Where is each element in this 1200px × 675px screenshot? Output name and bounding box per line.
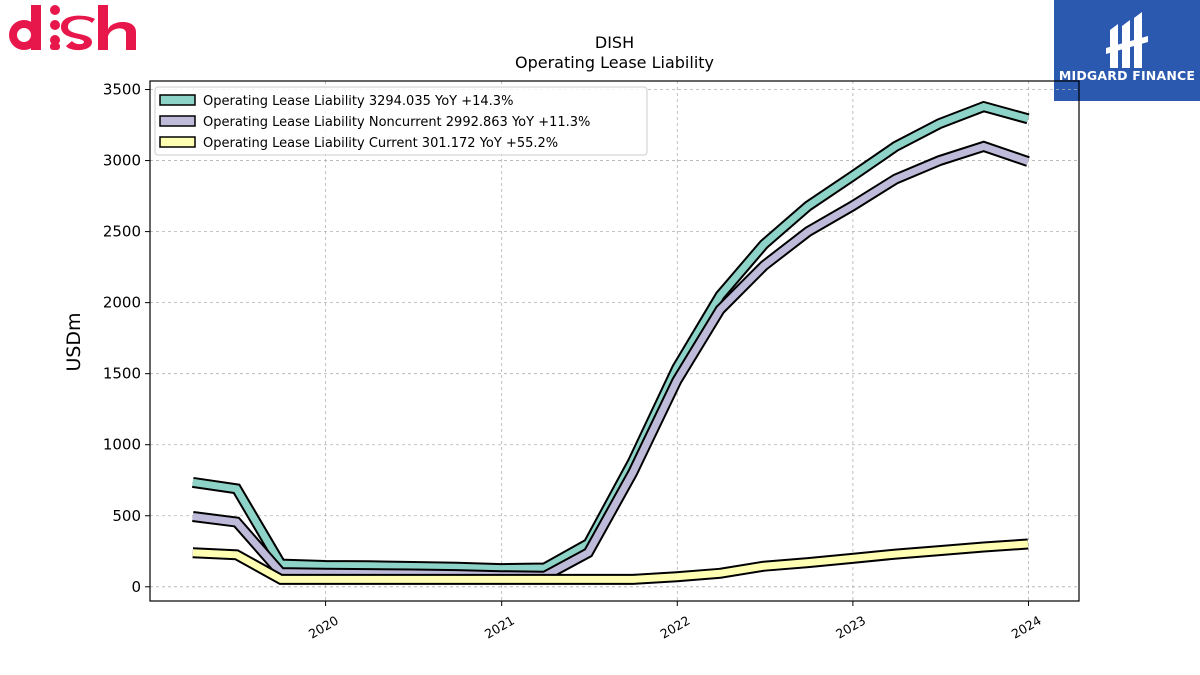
x-tick-label: 2022 [658,613,693,642]
y-tick-label: 3000 [103,152,141,170]
y-tick-label: 2500 [103,223,141,241]
x-tick-label: 2021 [482,613,517,642]
legend-entry: Operating Lease Liability Noncurrent 299… [203,115,590,130]
series-lines [192,100,1030,585]
grid [150,81,1079,601]
legend-entry: Operating Lease Liability 3294.035 YoY +… [203,94,513,109]
plot-frame [149,80,1080,602]
y-tick-label: 500 [112,507,141,525]
y-axis-label: USDm [63,312,85,371]
legend-swatch [159,136,196,148]
x-tick-label: 2024 [1009,613,1044,642]
legend-swatch [159,94,196,106]
x-axis: 2020 2021 2022 2023 2024 [306,601,1044,642]
midgard-finance-logo: MIDGARD FINANCE [1054,0,1200,101]
y-tick-label: 0 [131,578,141,596]
midgard-brand-text: MIDGARD FINANCE [1058,68,1196,83]
y-tick-label: 3500 [103,81,141,99]
legend: Operating Lease Liability 3294.035 YoY +… [154,86,648,156]
y-tick-label: 1500 [103,365,141,383]
x-tick-label: 2020 [306,613,341,642]
x-tick-label: 2023 [833,613,868,642]
legend-entry: Operating Lease Liability Current 301.17… [203,136,558,151]
midgard-emblem-icon [1106,12,1148,68]
series-line [192,142,1030,580]
dish-logo [9,5,136,51]
y-axis: 0 500 1000 1500 2000 2500 3000 3500 [103,81,150,596]
chart-subtitle: Operating Lease Liability [515,53,714,72]
y-tick-label: 2000 [103,294,141,312]
legend-box [154,86,648,156]
legend-swatch [159,115,196,127]
y-tick-label: 1000 [103,436,141,454]
series-line [192,540,1029,583]
chart-title: DISH [595,33,634,52]
